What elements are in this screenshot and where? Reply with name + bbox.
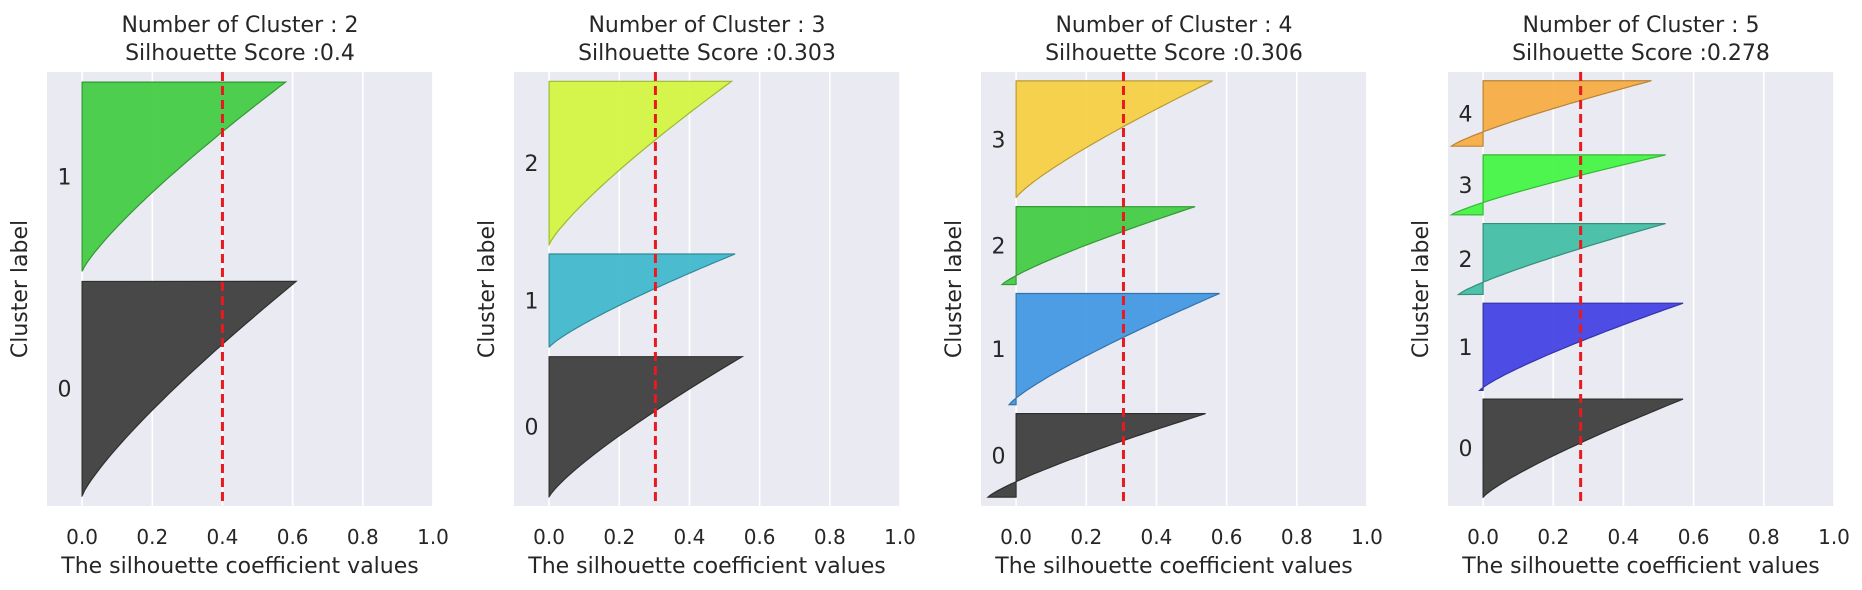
x-tick-label: 0.2 (1537, 525, 1569, 549)
x-tick-label: 0.0 (1000, 525, 1032, 549)
cluster-fill-0 (986, 413, 1206, 498)
silhouette-panel-3: 0 1 2 3 0.0 0.2 0.4 0.6 0.8 1.0 Number of Cluster … (942, 13, 1383, 579)
silhouette-panel-1: 0 1 0.0 0.2 0.4 0.6 0.8 1.0 Number of Cluster : … (8, 13, 449, 579)
silhouette-panel-2: 0 1 2 0.0 0.2 0.4 0.6 0.8 1.0 Number of Cluster :… (475, 13, 916, 579)
cluster-fill-4 (1449, 80, 1652, 147)
x-tick-label: 0.4 (674, 525, 706, 549)
cluster-fill-1 (1478, 302, 1684, 392)
chart-subtitle: Silhouette Score :0.278 (1512, 41, 1770, 66)
x-tick-label: 1.0 (1818, 525, 1850, 549)
cluster-label-1: 1 (1459, 336, 1473, 361)
cluster-fill-0 (548, 356, 745, 499)
cluster-label-3: 3 (1459, 174, 1473, 199)
cluster-fill-0 (81, 280, 298, 498)
x-tick-label: 0.8 (1281, 525, 1313, 549)
cluster-fill-1 (1007, 292, 1220, 406)
x-tick-label: 0.6 (1678, 525, 1710, 549)
cluster-label-0: 0 (1459, 437, 1473, 462)
x-axis-label: The silhouette coefficient values (527, 554, 885, 579)
cluster-fill-1 (81, 81, 288, 272)
x-tick-label: 0.8 (347, 525, 379, 549)
cluster-label-1: 1 (992, 338, 1006, 363)
chart-subtitle: Silhouette Score :0.303 (578, 41, 836, 66)
x-tick-label: 0.0 (533, 525, 565, 549)
chart-title: Number of Cluster : 3 (588, 13, 825, 38)
cluster-label-3: 3 (992, 128, 1006, 153)
x-tick-label: 0.2 (603, 525, 635, 549)
cluster-label-0: 0 (525, 416, 539, 441)
x-tick-label: 0.4 (207, 525, 239, 549)
x-tick-label: 0.2 (136, 525, 168, 549)
chart-title: Number of Cluster : 5 (1522, 13, 1759, 38)
x-axis-label: The silhouette coefficient values (1461, 554, 1819, 579)
x-tick-label: 0.0 (66, 525, 98, 549)
x-axis-label: The silhouette coefficient values (994, 554, 1352, 579)
chart-subtitle: Silhouette Score :0.4 (125, 41, 355, 66)
x-tick-label: 1.0 (1351, 525, 1383, 549)
cluster-label-0: 0 (992, 444, 1006, 469)
cluster-label-2: 2 (525, 152, 539, 177)
x-axis-label: The silhouette coefficient values (60, 554, 418, 579)
x-tick-label: 0.4 (1141, 525, 1173, 549)
chart-subtitle: Silhouette Score :0.306 (1045, 41, 1303, 66)
chart-title: Number of Cluster : 4 (1055, 13, 1292, 38)
cluster-label-2: 2 (1459, 248, 1473, 273)
y-axis-label: Cluster label (8, 220, 33, 358)
silhouette-panel-4: 0 1 2 3 4 0.0 0.2 0.4 0.6 0.8 1.0 Number of Cluster… (1409, 13, 1850, 579)
x-tick-label: 0.6 (1211, 525, 1243, 549)
y-axis-label: Cluster label (1409, 220, 1434, 358)
x-tick-label: 0.2 (1070, 525, 1102, 549)
chart-title: Number of Cluster : 2 (121, 13, 358, 38)
cluster-label-1: 1 (525, 290, 539, 315)
cluster-fill-2 (548, 80, 734, 247)
y-axis-label: Cluster label (475, 220, 500, 358)
y-axis-label: Cluster label (942, 220, 967, 358)
x-tick-label: 0.8 (814, 525, 846, 549)
cluster-label-0: 0 (58, 378, 72, 403)
cluster-label-1: 1 (58, 166, 72, 191)
x-tick-label: 1.0 (884, 525, 916, 549)
x-tick-label: 0.4 (1608, 525, 1640, 549)
cluster-fill-3 (1449, 154, 1666, 216)
cluster-label-4: 4 (1459, 102, 1473, 127)
x-tick-label: 0.6 (277, 525, 309, 549)
x-tick-label: 0.0 (1467, 525, 1499, 549)
x-tick-label: 0.8 (1748, 525, 1780, 549)
cluster-fill-3 (1015, 80, 1213, 199)
cluster-fill-1 (548, 253, 736, 348)
cluster-fill-0 (1482, 398, 1684, 499)
x-tick-label: 0.6 (744, 525, 776, 549)
x-tick-label: 1.0 (417, 525, 449, 549)
cluster-fill-2 (1000, 206, 1196, 286)
cluster-fill-2 (1456, 222, 1666, 296)
cluster-label-2: 2 (992, 235, 1006, 260)
